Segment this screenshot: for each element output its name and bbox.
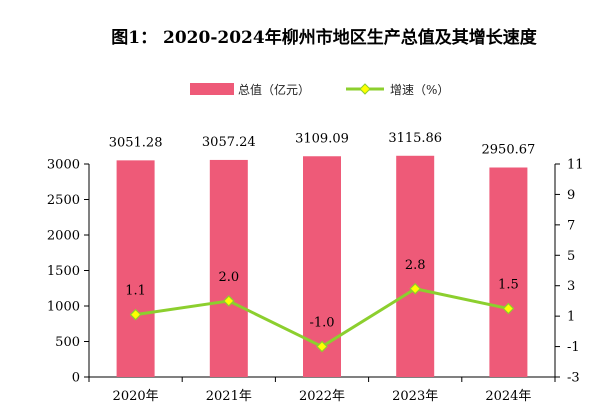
left-tick-label: 2500 (47, 193, 80, 208)
growth-value-label: -1.0 (309, 316, 334, 331)
x-tick-label: 2023年 (392, 389, 438, 404)
bar-value-label: 2950.67 (482, 143, 536, 158)
x-axis-ticks: 2020年 2021年 2022年 2023年 2024年 (88, 377, 556, 404)
right-tick-label: 3 (567, 279, 575, 294)
left-tick-label: 1000 (47, 300, 80, 315)
right-tick-label: 9 (567, 188, 575, 203)
legend-bar-swatch (190, 83, 234, 95)
bars (116, 155, 528, 377)
growth-point-2022年 (316, 340, 328, 353)
left-tick-label: 500 (55, 335, 80, 350)
growth-point-2024年 (502, 302, 515, 315)
right-axis-ticks: -3 -1 1 3 5 7 9 11 (555, 158, 584, 386)
legend-line-marker (359, 83, 371, 95)
growth-line-layer (129, 282, 515, 353)
bar-value-label: 3051.28 (109, 135, 163, 150)
bar-2021年 (209, 159, 248, 377)
left-axis-ticks: 0 500 1000 1500 2000 2500 3000 (47, 158, 89, 386)
growth-value-label: 2.8 (405, 258, 426, 273)
x-tick-label: 2024年 (485, 389, 531, 404)
growth-value-label: 1.1 (125, 284, 146, 299)
left-tick-label: 1500 (47, 264, 80, 279)
right-tick-label: 1 (567, 310, 575, 325)
bar-2020年 (116, 160, 155, 377)
bar-value-label: 3057.24 (202, 135, 256, 150)
legend-bar-label: 总值（亿元） (238, 82, 310, 97)
growth-point-2020年 (129, 308, 142, 321)
growth-value-label: 2.0 (218, 270, 239, 285)
right-tick-label: 11 (567, 158, 584, 173)
bar-2023年 (396, 155, 435, 377)
line-labels: 1.1 2.0 -1.0 2.8 1.5 (125, 258, 518, 331)
x-tick-label: 2020年 (113, 389, 159, 404)
chart-title: 图1： 2020-2024年柳州市地区生产总值及其增长速度 (111, 27, 537, 48)
x-tick-label: 2021年 (206, 389, 252, 404)
right-tick-label: 7 (567, 218, 575, 233)
growth-point-2023年 (409, 282, 422, 295)
bar-labels: 3051.28 3057.24 3109.09 3115.86 2950.67 (109, 131, 536, 158)
bar-value-label: 3109.09 (295, 131, 349, 146)
x-tick-label: 2022年 (299, 389, 345, 404)
right-tick-label: -3 (567, 371, 580, 386)
legend: 总值（亿元） 增速（%） (190, 82, 449, 97)
bar-2024年 (489, 167, 528, 377)
bar-value-label: 3115.86 (388, 131, 442, 146)
growth-value-label: 1.5 (498, 278, 519, 293)
left-tick-label: 2000 (47, 229, 80, 244)
right-tick-label: 5 (567, 249, 575, 264)
left-tick-label: 3000 (47, 158, 80, 173)
legend-line-label: 增速（%） (390, 83, 449, 97)
right-tick-label: -1 (567, 340, 580, 355)
left-tick-label: 0 (72, 371, 80, 386)
growth-point-2021年 (222, 295, 235, 307)
